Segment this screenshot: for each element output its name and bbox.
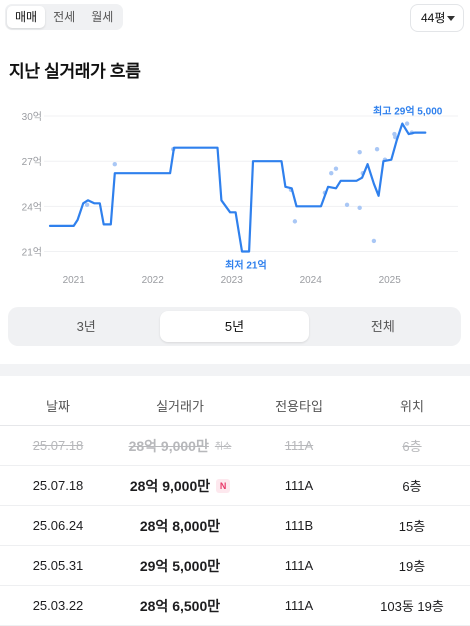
min-price-annotation: 최저 21억 [225,258,267,271]
row-type: 111A [284,558,314,573]
x-tick-label: 2023 [221,275,244,286]
header-floor: 위치 [400,399,424,414]
tab-all-period[interactable]: 전체 [370,319,395,334]
transaction-point [371,238,377,244]
transaction-point [357,149,362,155]
header-type: 전용타입 [275,399,323,414]
table-row-cancelled[interactable]: 25.07.18 28억 9,000만 취소 111A 6층 [0,426,470,466]
transaction-point [112,162,117,167]
table-row[interactable]: 25.06.24 28억 8,000만 111B 15층 [0,506,470,546]
row-price: 28억 9,000만 취소 [116,436,244,456]
transaction-point [374,146,380,152]
row-date: 25.06.24 [32,518,84,533]
deal-type-tabs: 매매 전세 월세 [5,4,124,30]
transaction-point [404,121,410,126]
row-price-value: 28억 6,500만 [139,597,221,614]
price-trend-line [48,122,427,253]
y-tick-label: 24억 [22,201,42,213]
row-price: 29억 5,000만 [116,556,244,576]
row-type: 111B [284,518,314,533]
size-dropdown[interactable]: 44평 [410,4,464,32]
row-price-value: 28억 8,000만 [139,517,221,534]
y-tick-label: 27억 [22,156,42,168]
table-header-row: 날짜 실거래가 전용타입 위치 [0,386,470,426]
transaction-table: 날짜 실거래가 전용타입 위치 25.07.18 28억 9,000만 취소 1… [0,386,470,626]
table-row[interactable]: 25.07.18 28억 9,000만 N 111A 6층 [0,466,470,506]
table-row[interactable]: 25.03.22 28억 6,500만 111A 103동 19층 [0,586,470,626]
row-type: 111A [284,438,314,453]
row-date: 25.03.22 [32,598,84,613]
top-bar: 매매 전세 월세 44평 [0,0,470,46]
transaction-point [329,171,334,176]
row-floor: 103동 19층 [380,599,444,614]
y-tick-label: 30억 [22,111,42,123]
row-type: 111A [284,478,314,493]
header-date: 날짜 [46,399,70,414]
row-type: 111A [284,598,314,613]
new-badge: N [216,478,231,493]
section-divider [0,364,470,376]
row-price: 28억 6,500만 [116,596,244,616]
row-date: 25.05.31 [32,558,84,573]
row-price: 28억 9,000만 N [116,476,244,496]
x-tick-label: 2021 [63,275,86,286]
x-tick-label: 2024 [300,275,323,286]
header-price: 실거래가 [156,399,204,414]
row-floor: 6층 [402,479,422,494]
transaction-point [84,202,90,208]
transaction-point [333,166,339,171]
max-price-annotation: 최고 29억 5,000 [373,105,443,118]
row-price-value: 28억 9,000만 [128,437,209,454]
row-floor: 6층 [402,439,422,454]
tab-sale[interactable]: 매매 [7,6,46,28]
row-date: 25.07.18 [32,438,84,453]
transaction-point [344,202,350,208]
transaction-point [292,219,298,224]
row-price-value: 28억 9,000만 [129,477,211,494]
price-trend-chart: 30억 27억 24억 21억 2021 2022 2023 2024 2025 최고 29억 5… [22,105,458,286]
tab-jeonse[interactable]: 전세 [53,10,76,24]
x-tick-label: 2025 [379,275,402,286]
y-tick-label: 21억 [22,246,42,258]
transaction-point [357,205,362,211]
chevron-down-icon [447,16,455,21]
row-price: 28억 8,000만 [116,516,244,536]
tab-5-years[interactable]: 5년 [160,311,309,342]
size-dropdown-value: 44평 [421,11,446,25]
cancelled-badge: 취소 [214,441,232,451]
section-title: 지난 실거래가 흐름 [9,62,141,81]
x-tick-label: 2022 [142,275,165,286]
period-range-tabs: 3년 5년 전체 [8,307,461,346]
row-date: 25.07.18 [32,478,84,493]
table-row[interactable]: 25.05.31 29억 5,000만 111A 19층 [0,546,470,586]
tab-monthly-rent[interactable]: 월세 [91,10,114,24]
tab-3-years[interactable]: 3년 [76,319,96,334]
row-floor: 15층 [398,519,426,534]
row-price-value: 29억 5,000만 [139,557,221,574]
row-floor: 19층 [398,559,426,574]
